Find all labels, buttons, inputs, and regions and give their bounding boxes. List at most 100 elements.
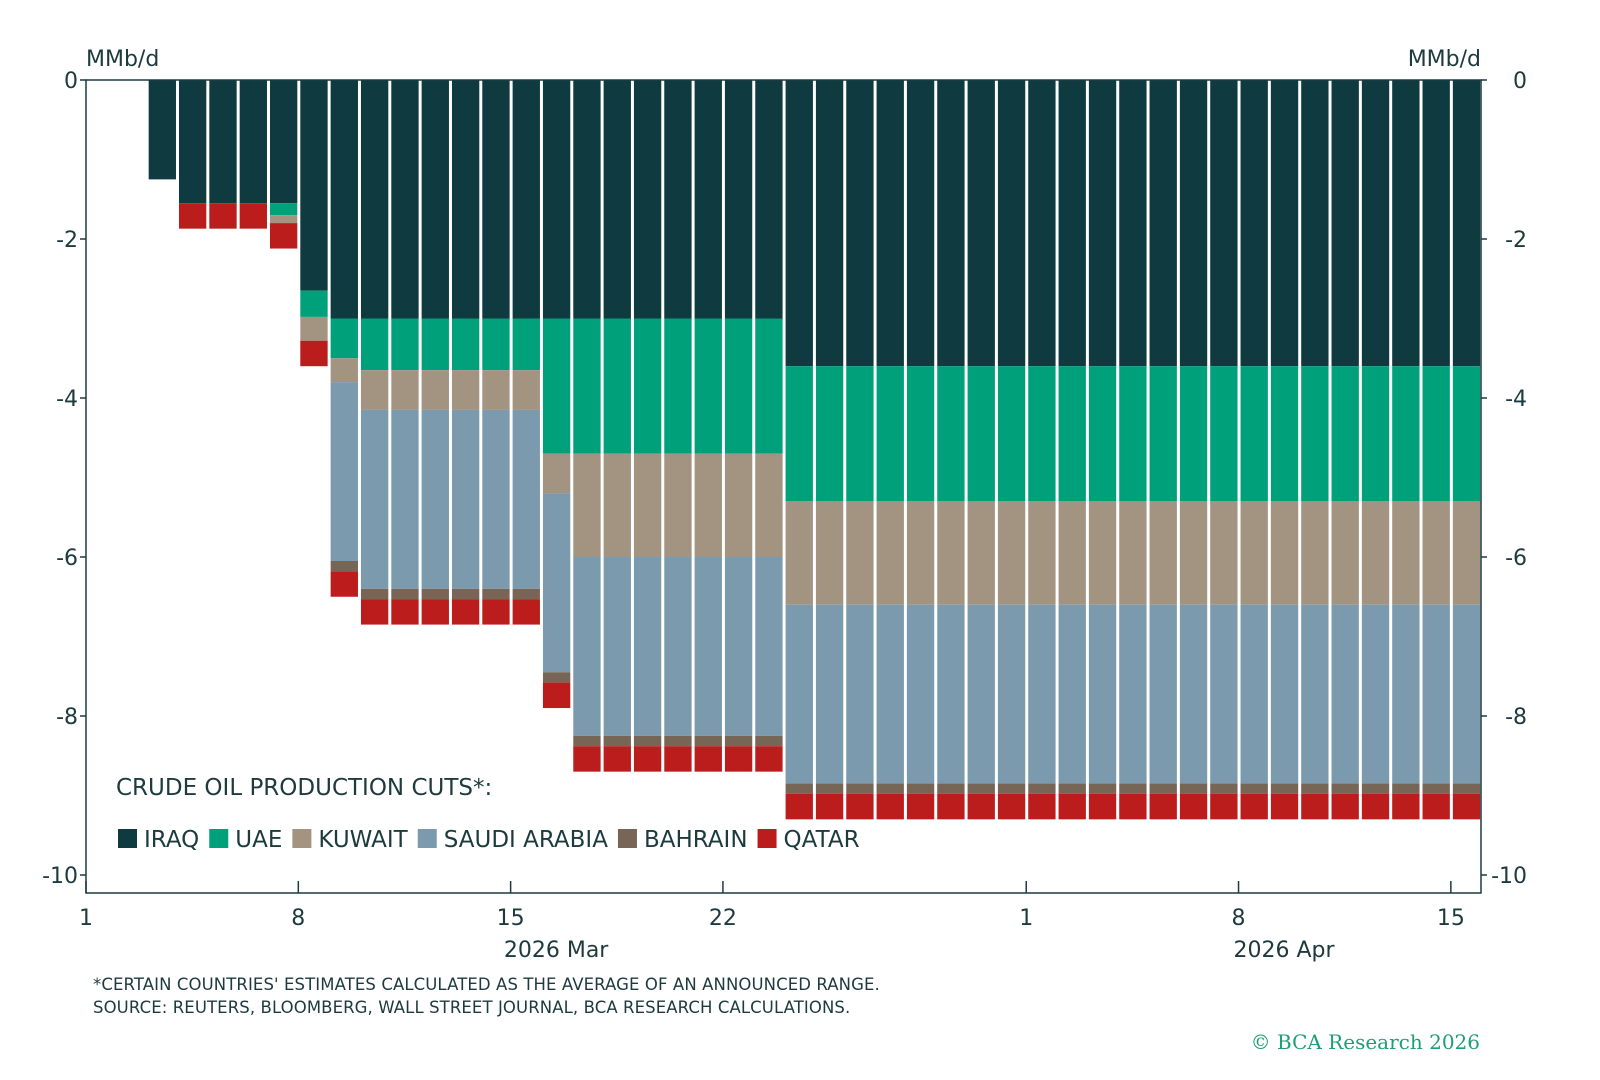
x-tick-label: 1 (79, 906, 93, 931)
bar-segment-uae (482, 318, 510, 371)
bar-segment-bahrain (1210, 783, 1238, 794)
bar-segment-qatar (209, 203, 237, 229)
bar-segment-saudi-arabia (785, 604, 813, 784)
bar-segment-qatar (967, 793, 995, 820)
bar-segment-saudi-arabia (846, 604, 874, 784)
bar-segment-qatar (1301, 793, 1329, 820)
bar-segment-bahrain (815, 783, 844, 794)
bar-segment-kuwait (421, 370, 449, 410)
bar-segment-iraq (330, 80, 358, 319)
bar-segment-kuwait (1301, 501, 1329, 605)
bar-segment-saudi-arabia (1422, 604, 1450, 784)
bar-segment-bahrain (785, 783, 813, 794)
bar-segment-iraq (512, 80, 540, 319)
bar-segment-uae (391, 318, 419, 371)
bar-segment-iraq (300, 80, 328, 291)
bar-segment-iraq (391, 80, 419, 319)
y-axis-label-right: MMb/d (1408, 47, 1481, 72)
bar-segment-saudi-arabia (360, 409, 389, 589)
bar-segment-bahrain (1331, 783, 1359, 794)
bar-segment-kuwait (1028, 501, 1056, 605)
bar-segment-saudi-arabia (1058, 604, 1086, 784)
bar-segment-kuwait (846, 501, 874, 605)
bar-segment-qatar (239, 203, 267, 229)
bar-segment-saudi-arabia (967, 604, 995, 784)
bar-segment-iraq (1392, 80, 1420, 367)
bar-segment-qatar (391, 599, 419, 625)
x-tick-label: 1 (1019, 906, 1033, 931)
bar-segment-iraq (542, 80, 571, 319)
bar-segment-qatar (755, 746, 783, 772)
bar-segment-uae (1301, 366, 1329, 502)
bar-segment-kuwait (1179, 501, 1208, 605)
bar-segment-uae (300, 290, 328, 317)
bar-segment-uae (1240, 366, 1268, 502)
bar-segment-qatar (482, 599, 510, 625)
bar-segment-qatar (1088, 793, 1117, 820)
bar-segment-qatar (997, 793, 1026, 820)
bar-segment-iraq (482, 80, 510, 319)
plot-frame (85, 79, 1482, 894)
bar-segment-saudi-arabia (542, 493, 571, 673)
bar-segment-uae (724, 318, 753, 454)
bar-segment-qatar (937, 793, 965, 820)
bar-segment-iraq (1119, 80, 1147, 367)
bar-segment-bahrain (633, 735, 662, 747)
bar-segment-saudi-arabia (1361, 604, 1390, 784)
y-tick-label-right: -6 (1505, 546, 1527, 571)
y-tick-label-left: -2 (56, 228, 78, 253)
bar-segment-bahrain (573, 735, 601, 747)
bar-segment-saudi-arabia (330, 382, 358, 561)
bar-segment-kuwait (906, 501, 935, 605)
bar-segment-bahrain (1361, 783, 1390, 794)
bar-segment-bahrain (1240, 783, 1268, 794)
bar-segment-kuwait (633, 453, 662, 557)
bar-segment-iraq (1028, 80, 1056, 367)
bar-segment-uae (1422, 366, 1450, 502)
bar-segment-iraq (785, 80, 813, 367)
bar-segment-iraq (1058, 80, 1086, 367)
y-tick-label-left: -10 (42, 864, 78, 889)
bar-segment-uae (451, 318, 480, 371)
bar-segment-bahrain (724, 735, 753, 747)
bar-segment-kuwait (300, 316, 328, 341)
bar-segment-saudi-arabia (815, 604, 844, 784)
bar-segment-qatar (633, 746, 662, 772)
bar-segment-uae (876, 366, 904, 502)
bar-segment-uae (1149, 366, 1177, 502)
y-tick-label-left: -8 (56, 705, 78, 730)
bar-segment-kuwait (269, 215, 298, 224)
y-tick-label-left: -6 (56, 546, 78, 571)
bar-segment-saudi-arabia (755, 557, 783, 736)
bar-segment-iraq (755, 80, 783, 319)
bar-segment-kuwait (603, 453, 631, 557)
bar-segment-iraq (1452, 80, 1481, 367)
y-tick-label-right: -8 (1505, 705, 1527, 730)
bar-segment-saudi-arabia (1179, 604, 1208, 784)
bar-segment-qatar (269, 223, 298, 249)
bar-segment-uae (1452, 366, 1481, 502)
y-tick-label-left: 0 (64, 69, 78, 94)
y-tick-label-right: -10 (1491, 864, 1527, 889)
bar-segment-kuwait (1240, 501, 1268, 605)
bar-segment-iraq (1270, 80, 1299, 367)
bar-segment-iraq (421, 80, 449, 319)
bar-segment-saudi-arabia (603, 557, 631, 736)
bar-segment-uae (542, 318, 571, 454)
bar-segment-qatar (573, 746, 601, 772)
bar-segment-saudi-arabia (391, 409, 419, 589)
bar-segment-iraq (906, 80, 935, 367)
bar-segment-uae (512, 318, 540, 371)
bar-segment-bahrain (906, 783, 935, 794)
bar-segment-qatar (785, 793, 813, 820)
bar-segment-uae (1210, 366, 1238, 502)
bar-segment-uae (846, 366, 874, 502)
bar-segment-iraq (876, 80, 904, 367)
bar-segment-qatar (1452, 793, 1481, 820)
bar-segment-qatar (542, 682, 571, 709)
bar-segment-bahrain (391, 588, 419, 600)
bar-segment-saudi-arabia (482, 409, 510, 589)
bar-segment-kuwait (1331, 501, 1359, 605)
bar-segment-kuwait (1270, 501, 1299, 605)
bar-segment-uae (906, 366, 935, 502)
